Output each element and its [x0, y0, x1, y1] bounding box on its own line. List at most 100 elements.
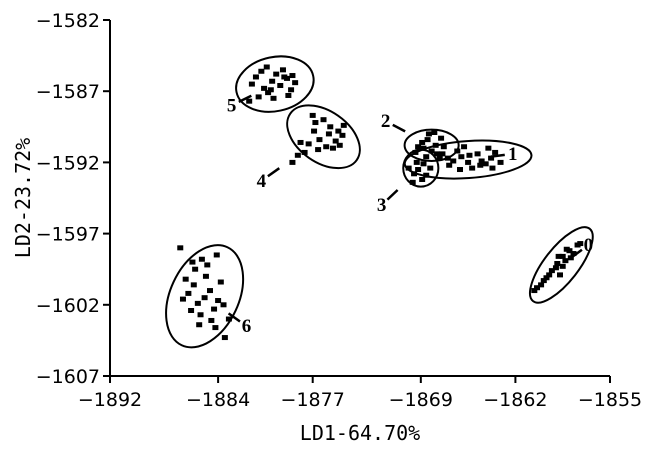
data-point	[478, 158, 485, 164]
data-point	[559, 253, 566, 259]
group-ellipse-0	[529, 226, 594, 304]
group-label-1: 1	[508, 144, 518, 165]
group-leader-line	[490, 153, 505, 158]
data-point	[207, 288, 213, 294]
data-point	[415, 144, 422, 150]
group-ellipse-2	[403, 128, 460, 162]
group-leader-line	[267, 167, 281, 178]
group-label-2: 2	[381, 111, 391, 132]
data-point	[246, 98, 253, 104]
data-point	[270, 95, 277, 101]
data-point	[201, 295, 208, 301]
x-tick-label: −1862	[483, 389, 547, 411]
data-point	[258, 68, 265, 74]
data-point	[425, 131, 432, 137]
data-point	[267, 87, 274, 93]
data-point	[220, 302, 227, 308]
group-leader-line	[227, 312, 241, 323]
data-point	[492, 149, 499, 155]
data-point	[329, 145, 336, 151]
data-point	[311, 128, 318, 134]
group-label-0: 0	[584, 235, 594, 256]
data-point	[461, 144, 468, 150]
group-label-3: 3	[377, 195, 387, 216]
data-point	[423, 154, 430, 160]
data-point	[196, 322, 203, 328]
data-point	[412, 149, 419, 155]
data-point	[192, 266, 199, 272]
data-point	[540, 278, 547, 284]
data-point	[482, 161, 489, 167]
data-point	[409, 179, 416, 185]
data-point	[297, 139, 304, 145]
data-point	[570, 251, 577, 257]
data-point	[288, 87, 295, 93]
data-point	[189, 259, 196, 265]
data-point	[469, 165, 476, 171]
data-point	[208, 317, 215, 323]
data-point	[248, 81, 255, 87]
data-point	[185, 290, 192, 296]
data-point	[198, 256, 205, 262]
data-point	[225, 316, 232, 322]
data-point	[294, 152, 301, 158]
data-point	[411, 171, 418, 177]
data-point	[252, 74, 259, 80]
data-point	[552, 265, 559, 271]
data-point	[419, 139, 426, 145]
data-point	[427, 165, 434, 171]
x-axis-ticks: −1892 −1884 −1877 −1869 −1862 −1855	[78, 376, 642, 411]
data-point	[305, 141, 312, 147]
data-point	[325, 131, 332, 137]
data-point	[415, 167, 422, 173]
data-point	[424, 137, 431, 143]
data-point	[332, 138, 339, 144]
data-point	[432, 142, 439, 148]
data-point	[466, 152, 473, 158]
data-point	[281, 74, 288, 80]
y-tick-label: −1592	[36, 152, 100, 174]
plot-area: 0 1 2 3 4 5 6	[109, 20, 610, 377]
data-point	[559, 263, 566, 269]
group-leader-line	[569, 248, 583, 260]
group-ellipse-4	[286, 104, 361, 170]
data-point	[292, 80, 299, 86]
y-tick-label: −1582	[36, 10, 100, 32]
data-point	[285, 92, 292, 98]
data-point	[255, 94, 262, 100]
data-point	[405, 165, 412, 171]
data-point	[454, 148, 461, 154]
data-point	[436, 155, 443, 161]
data-point	[457, 167, 463, 173]
data-point	[431, 129, 438, 135]
data-point	[221, 335, 228, 341]
group-leader-line	[386, 189, 399, 201]
data-point	[269, 78, 276, 84]
data-point	[204, 262, 211, 268]
data-point	[438, 135, 445, 141]
data-point	[263, 64, 270, 70]
data-point	[320, 117, 327, 123]
data-point	[182, 276, 189, 282]
group-label-5: 5	[227, 95, 237, 116]
data-point	[562, 258, 569, 264]
group-leader-line	[238, 94, 252, 104]
data-point	[577, 241, 584, 247]
y-tick-label: −1587	[36, 81, 100, 103]
data-point	[261, 85, 268, 91]
data-point	[465, 159, 472, 165]
data-point	[546, 272, 553, 278]
x-tick-label: −1869	[389, 389, 453, 411]
group-ellipse-5	[235, 55, 315, 113]
data-point	[446, 162, 453, 168]
data-point	[477, 162, 484, 168]
data-point	[194, 300, 201, 306]
data-point	[279, 67, 286, 73]
x-axis-title: LD1-64.70%	[300, 421, 420, 445]
data-point	[202, 273, 209, 279]
data-point	[211, 306, 218, 312]
data-point	[420, 161, 427, 167]
data-point	[217, 279, 224, 285]
x-tick-label: −1892	[78, 389, 142, 411]
group-labels: 0 1 2 3 4 5 6	[227, 94, 594, 337]
